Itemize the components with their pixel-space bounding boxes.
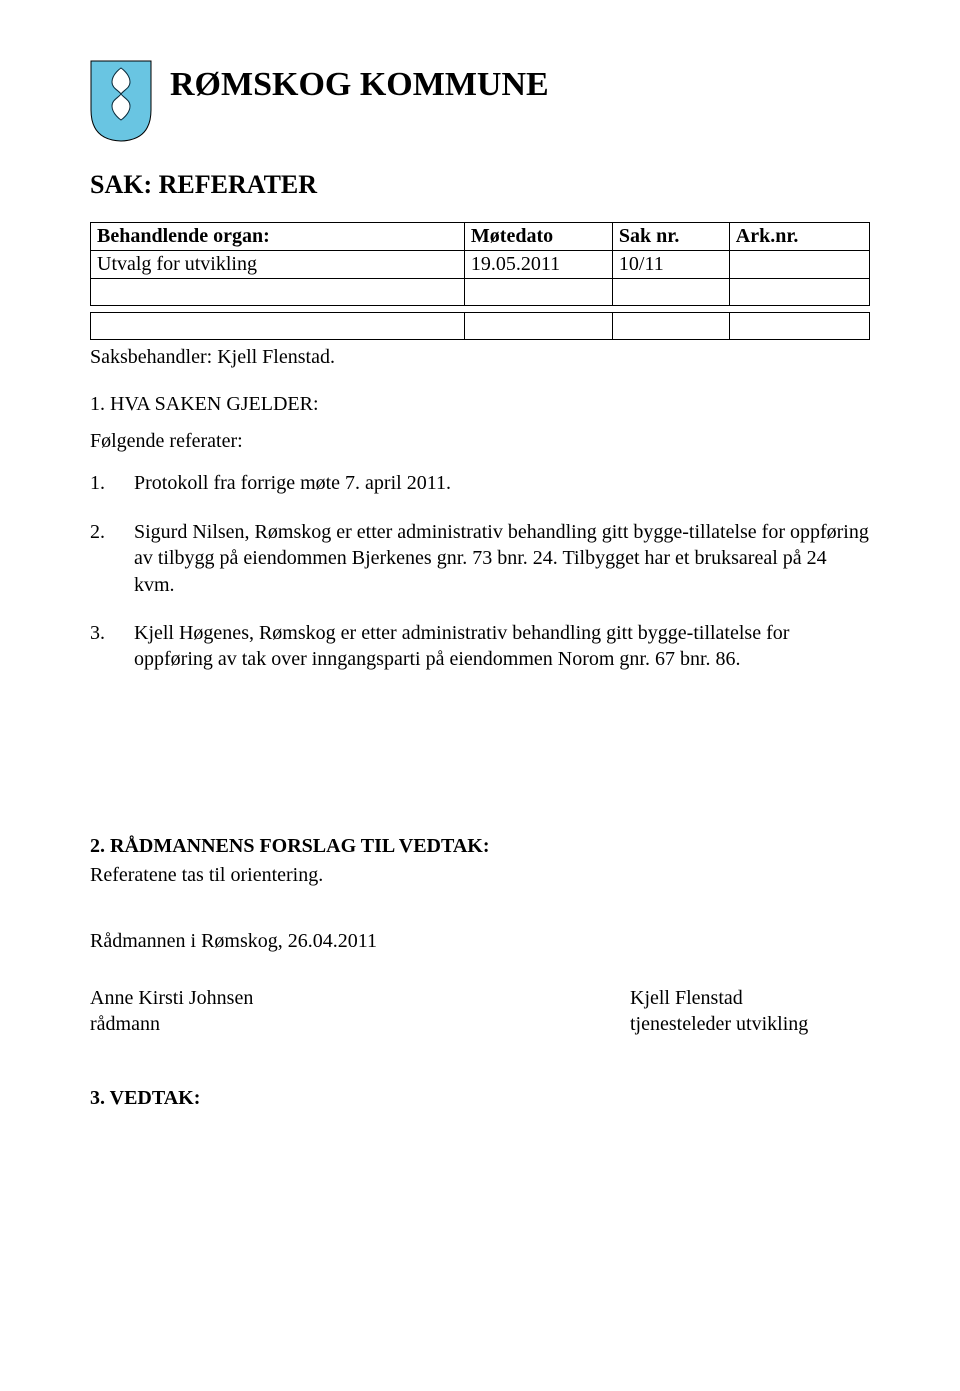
sak-title: SAK: REFERATER — [90, 170, 870, 200]
list-item: 2. Sigurd Nilsen, Rømskog er etter admin… — [90, 519, 870, 598]
empty-cell — [91, 279, 465, 306]
item-number: 1. — [90, 470, 134, 496]
document-header: RØMSKOG KOMMUNE — [90, 60, 870, 142]
cell-saknr: 10/11 — [612, 251, 729, 279]
sign-right-name: Kjell Flenstad — [630, 985, 870, 1011]
empty-cell — [612, 279, 729, 306]
references-list: 1. Protokoll fra forrige møte 7. april 2… — [90, 470, 870, 672]
document-page: RØMSKOG KOMMUNE SAK: REFERATER Behandlen… — [0, 0, 960, 1150]
organ-table-lower — [90, 312, 870, 340]
item-text: Protokoll fra forrige møte 7. april 2011… — [134, 470, 870, 496]
cell-date: 19.05.2011 — [464, 251, 612, 279]
item-text: Sigurd Nilsen, Rømskog er etter administ… — [134, 519, 870, 598]
header-organ: Behandlende organ: — [91, 223, 465, 251]
cell-organ: Utvalg for utvikling — [91, 251, 465, 279]
item-text: Kjell Høgenes, Rømskog er etter administ… — [134, 620, 870, 673]
item-number: 3. — [90, 620, 134, 673]
sign-left-role: rådmann — [90, 1011, 253, 1037]
signature-right: Kjell Flenstad tjenesteleder utvikling — [630, 985, 870, 1037]
empty-cell — [464, 313, 612, 340]
radmann-date-line: Rådmannen i Rømskog, 26.04.2011 — [90, 928, 870, 954]
list-item: 1. Protokoll fra forrige møte 7. april 2… — [90, 470, 870, 496]
header-date: Møtedato — [464, 223, 612, 251]
list-item: 3. Kjell Høgenes, Rømskog er etter admin… — [90, 620, 870, 673]
empty-cell — [729, 279, 869, 306]
municipality-shield-icon — [90, 60, 152, 142]
cell-arknr — [729, 251, 869, 279]
empty-cell — [91, 313, 465, 340]
municipality-title: RØMSKOG KOMMUNE — [170, 66, 549, 104]
signature-left: Anne Kirsti Johnsen rådmann — [90, 985, 253, 1037]
caseworker-line: Saksbehandler: Kjell Flenstad. — [90, 346, 870, 369]
organ-table: Behandlende organ: Møtedato Sak nr. Ark.… — [90, 222, 870, 306]
header-saknr: Sak nr. — [612, 223, 729, 251]
section2-title: 2. RÅDMANNENS FORSLAG TIL VEDTAK: — [90, 835, 870, 858]
section3-title: 3. VEDTAK: — [90, 1087, 870, 1110]
signature-row: Anne Kirsti Johnsen rådmann Kjell Flenst… — [90, 985, 870, 1037]
following-refs-label: Følgende referater: — [90, 428, 870, 454]
sign-right-role: tjenesteleder utvikling — [630, 1011, 870, 1037]
item-number: 2. — [90, 519, 134, 598]
empty-cell — [464, 279, 612, 306]
section2-body: Referatene tas til orientering. — [90, 862, 870, 888]
empty-cell — [729, 313, 869, 340]
sign-left-name: Anne Kirsti Johnsen — [90, 985, 253, 1011]
empty-cell — [612, 313, 729, 340]
section1-title: 1. HVA SAKEN GJELDER: — [90, 393, 870, 416]
header-arknr: Ark.nr. — [729, 223, 869, 251]
